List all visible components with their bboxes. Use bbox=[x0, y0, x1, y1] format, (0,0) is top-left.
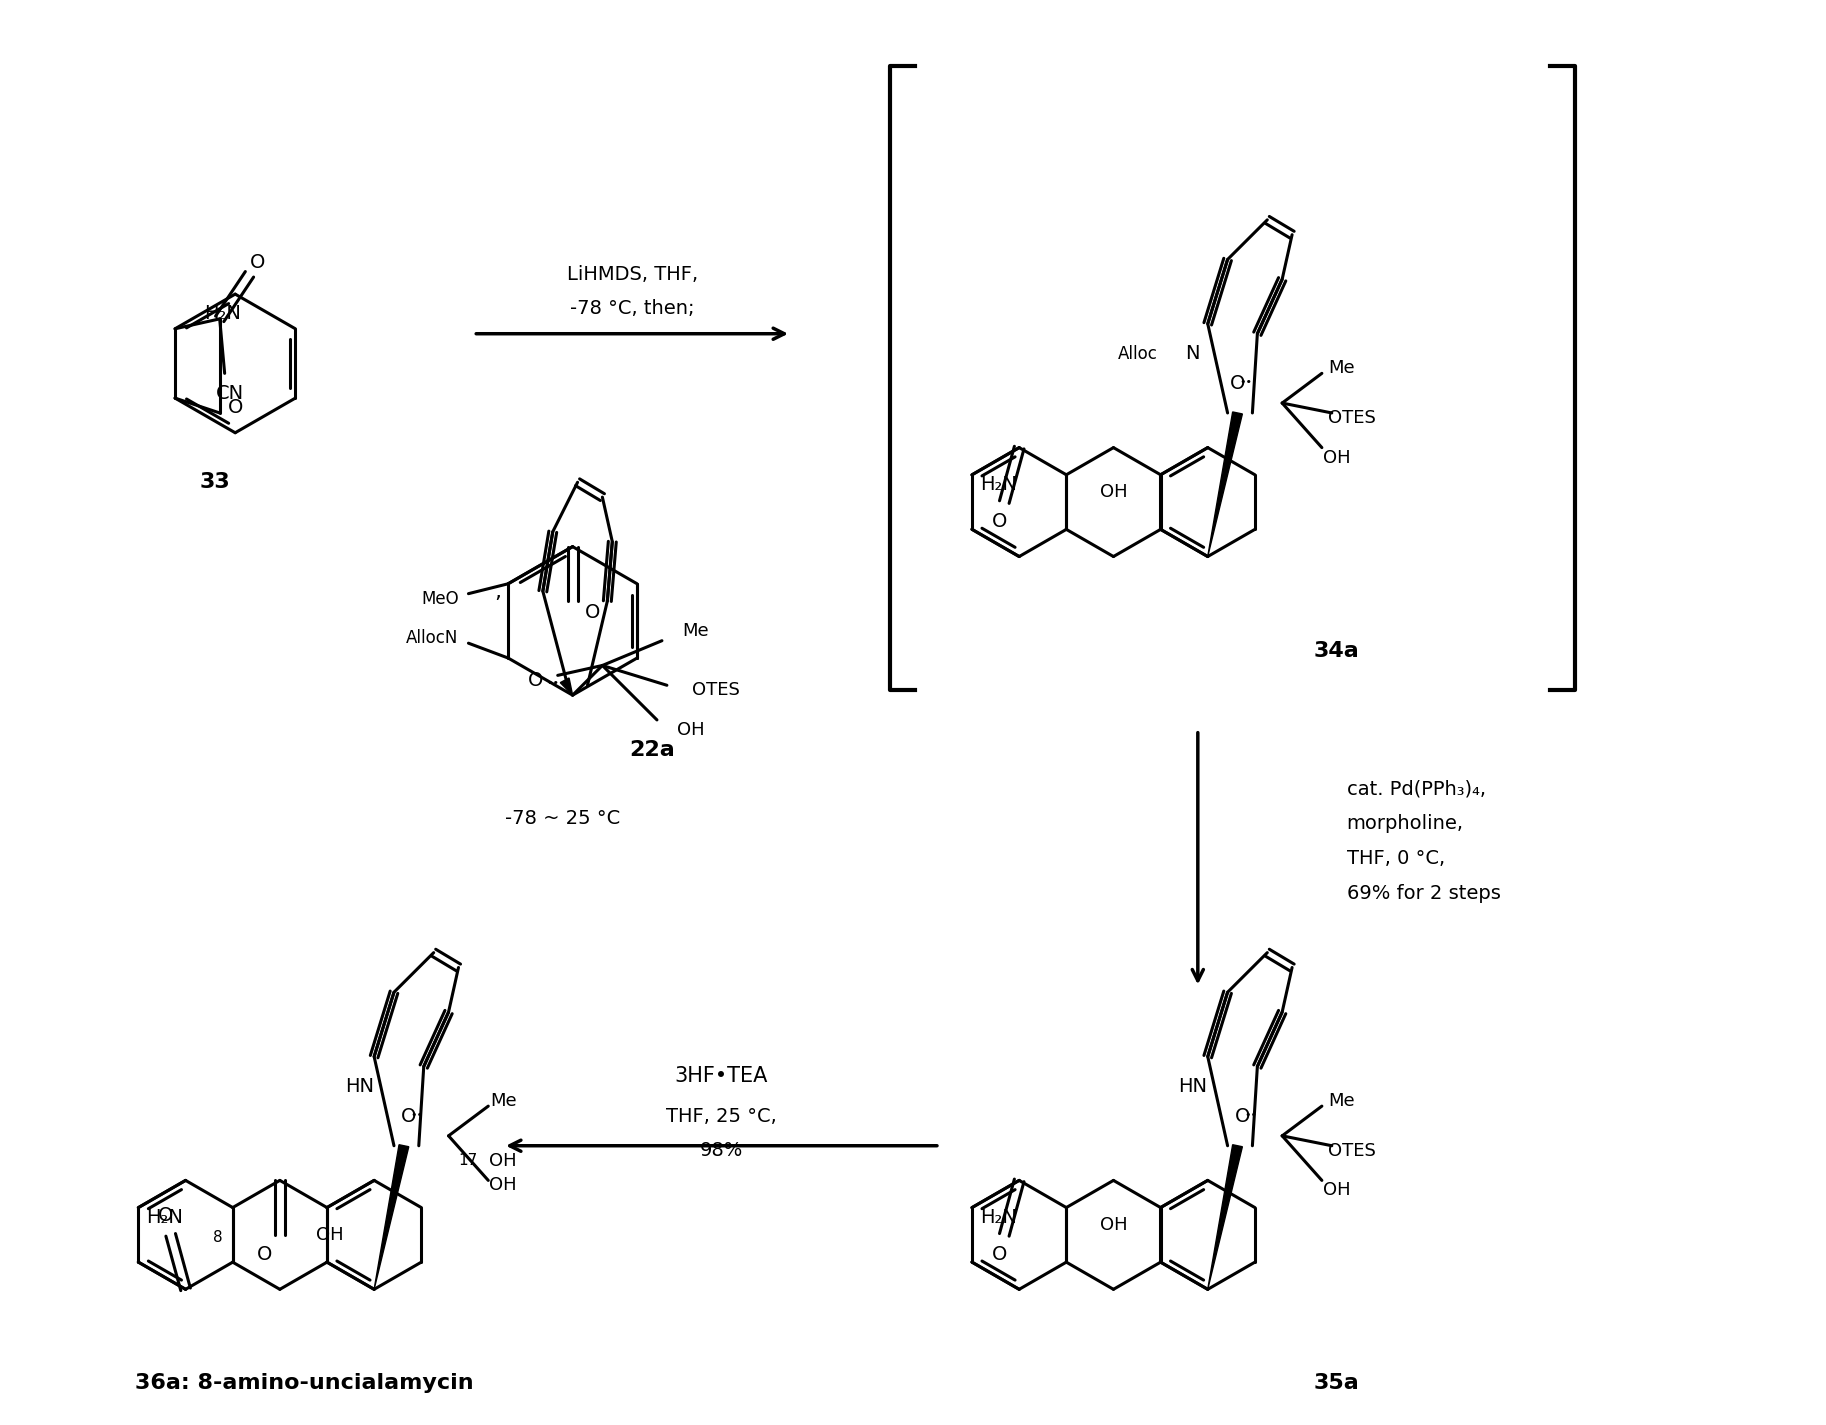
Text: O: O bbox=[1234, 1107, 1251, 1126]
Text: OH: OH bbox=[1324, 449, 1351, 466]
Text: O: O bbox=[159, 1206, 173, 1224]
Text: Me: Me bbox=[681, 621, 708, 640]
Text: O: O bbox=[992, 513, 1006, 532]
Text: LiHMDS, THF,: LiHMDS, THF, bbox=[566, 265, 698, 284]
Text: -78 ~ 25 °C: -78 ~ 25 °C bbox=[506, 809, 621, 828]
Text: OH: OH bbox=[489, 1177, 517, 1194]
Text: OH: OH bbox=[316, 1226, 343, 1244]
Text: OTES: OTES bbox=[1328, 1141, 1375, 1160]
Text: 8: 8 bbox=[214, 1230, 223, 1245]
Text: ,: , bbox=[495, 581, 502, 601]
Polygon shape bbox=[1207, 1144, 1242, 1290]
Text: cat. Pd(PPh₃)₄,: cat. Pd(PPh₃)₄, bbox=[1348, 779, 1486, 799]
Text: 22a: 22a bbox=[630, 740, 676, 760]
Text: H₂N: H₂N bbox=[205, 305, 241, 323]
Text: MeO: MeO bbox=[422, 590, 458, 607]
Text: H₂N: H₂N bbox=[981, 1208, 1017, 1227]
Text: ••: •• bbox=[1240, 378, 1253, 388]
Polygon shape bbox=[561, 678, 573, 695]
Text: ••: •• bbox=[1245, 1110, 1258, 1120]
Text: O: O bbox=[228, 399, 243, 418]
Text: 69% for 2 steps: 69% for 2 steps bbox=[1348, 884, 1501, 902]
Text: 33: 33 bbox=[201, 472, 230, 492]
Text: N: N bbox=[1185, 343, 1200, 363]
Text: O: O bbox=[257, 1245, 272, 1264]
Text: ••: •• bbox=[411, 1110, 424, 1120]
Text: 98%: 98% bbox=[699, 1141, 743, 1160]
Text: O: O bbox=[250, 252, 265, 272]
Text: OH: OH bbox=[1099, 483, 1127, 502]
Text: CN: CN bbox=[215, 383, 243, 403]
Text: H₂N: H₂N bbox=[981, 476, 1017, 494]
Text: O: O bbox=[584, 603, 601, 623]
Text: HN: HN bbox=[1178, 1077, 1207, 1096]
Text: OTES: OTES bbox=[1328, 409, 1375, 428]
Text: 35a: 35a bbox=[1315, 1374, 1360, 1394]
Text: THF, 0 °C,: THF, 0 °C, bbox=[1348, 849, 1444, 868]
Text: 3HF•TEA: 3HF•TEA bbox=[676, 1066, 769, 1086]
Text: OH: OH bbox=[1099, 1216, 1127, 1234]
Text: OTES: OTES bbox=[692, 681, 740, 700]
Text: O: O bbox=[992, 1245, 1006, 1264]
Text: AllocN: AllocN bbox=[405, 630, 458, 647]
Text: OH: OH bbox=[489, 1151, 517, 1170]
Text: H₂N: H₂N bbox=[146, 1208, 183, 1227]
Text: OH: OH bbox=[677, 721, 705, 738]
Text: Me: Me bbox=[489, 1092, 517, 1110]
Text: O: O bbox=[402, 1107, 416, 1126]
Text: Me: Me bbox=[1328, 1092, 1355, 1110]
Text: 36a: 8-amino-uncialamycin: 36a: 8-amino-uncialamycin bbox=[135, 1374, 475, 1394]
Polygon shape bbox=[374, 1144, 409, 1290]
Text: morpholine,: morpholine, bbox=[1348, 815, 1464, 834]
Text: Alloc: Alloc bbox=[1118, 345, 1158, 362]
Text: HN: HN bbox=[345, 1077, 374, 1096]
Text: O: O bbox=[528, 671, 544, 690]
Text: O: O bbox=[1231, 373, 1245, 393]
Text: THF, 25 °C,: THF, 25 °C, bbox=[666, 1107, 776, 1126]
Text: -78 °C, then;: -78 °C, then; bbox=[570, 299, 694, 318]
Text: ••: •• bbox=[546, 678, 559, 688]
Text: 17: 17 bbox=[458, 1153, 478, 1168]
Text: Me: Me bbox=[1328, 359, 1355, 378]
Text: OH: OH bbox=[1324, 1181, 1351, 1200]
Text: 34a: 34a bbox=[1315, 641, 1360, 661]
Polygon shape bbox=[1207, 412, 1242, 557]
